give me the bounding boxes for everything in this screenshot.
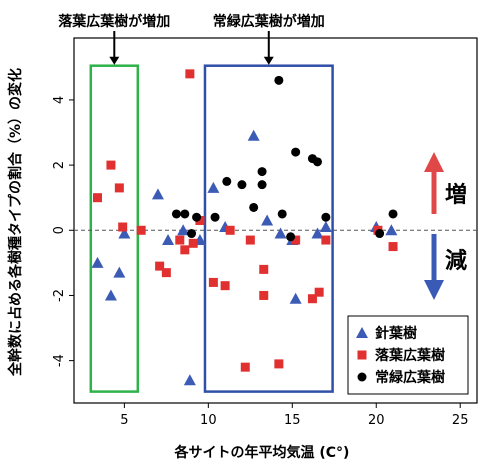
- conifer-point: [311, 227, 324, 239]
- evergreen-point: [249, 202, 259, 212]
- conifer-point: [104, 289, 117, 301]
- deciduous-point: [155, 261, 165, 271]
- evergreen-point: [171, 209, 181, 219]
- deciduous-point: [321, 235, 331, 245]
- deciduous-point: [195, 216, 205, 225]
- annotation-layer: 落葉広葉樹が増加 常緑広葉樹が増加: [58, 13, 334, 393]
- y-tick-label: -4: [52, 354, 67, 367]
- evergreen-point: [388, 209, 398, 219]
- conifer-point: [183, 374, 196, 386]
- y-tick-label: 0: [52, 226, 67, 234]
- evergreen-point: [321, 212, 331, 222]
- deciduous-point: [188, 238, 198, 248]
- conifer-point: [151, 188, 164, 200]
- y-tick-label: 2: [52, 161, 67, 169]
- increase-arrow-head: [424, 152, 444, 172]
- x-tick-label: 15: [284, 413, 301, 428]
- conifer-point: [177, 224, 190, 236]
- y-axis-label: 全幹数に占める各樹種タイプの割合（%）の変化: [7, 68, 24, 377]
- evergreen-point: [375, 229, 385, 239]
- y-tick-label: -2: [52, 289, 67, 302]
- deciduous-point: [274, 359, 284, 369]
- conifer-point: [274, 227, 287, 239]
- evergreen-point: [210, 212, 220, 222]
- deciduous-point: [259, 264, 269, 274]
- annotation-arrow-head: [109, 56, 120, 65]
- conifer-point: [247, 129, 260, 141]
- deciduous-point: [291, 235, 301, 245]
- x-axis-label: 各サイトの年平均気温 (C°): [174, 444, 350, 461]
- deciduous-point: [180, 245, 190, 255]
- evergreen-point: [180, 209, 190, 219]
- deciduous-point: [136, 225, 146, 235]
- deciduous-point: [175, 235, 185, 245]
- deciduous-point: [93, 193, 103, 203]
- evergreen-point: [237, 180, 247, 190]
- deciduous-point: [314, 287, 324, 297]
- evergreen-point: [312, 157, 322, 167]
- decrease-label: 減: [445, 249, 467, 274]
- deciduous-point: [208, 277, 218, 287]
- annotation-box: [203, 64, 334, 393]
- evergreen-point: [274, 75, 284, 85]
- legend-entry: 針葉樹: [375, 325, 417, 342]
- deciduous-point: [388, 242, 398, 252]
- deciduous-point: [118, 222, 128, 232]
- annotation-arrow-head: [263, 56, 274, 65]
- x-tick-label: 25: [452, 413, 469, 428]
- decrease-arrow-head: [424, 280, 444, 300]
- increase-label: 増: [445, 182, 467, 208]
- x-tick-label: 5: [120, 413, 128, 428]
- conifer-point: [319, 221, 332, 233]
- evergreen-point: [257, 167, 267, 177]
- conifer-point: [162, 234, 175, 246]
- legend-symbol: [357, 350, 367, 360]
- y-tick-label: 4: [52, 96, 67, 104]
- tick-labels: 5 10 15 20 25 -4 -2 0 2 4: [52, 96, 468, 428]
- data-points: [91, 69, 398, 386]
- deciduous-point: [245, 235, 255, 245]
- conifer-point: [289, 292, 302, 304]
- evergreen-point: [192, 212, 202, 222]
- deciduous-point: [106, 160, 116, 170]
- deciduous-point: [259, 290, 269, 300]
- evergreen-point: [291, 147, 301, 157]
- conifer-point: [385, 224, 398, 236]
- deciduous-point: [185, 69, 195, 79]
- legend-entry: 落葉広葉樹: [375, 347, 445, 364]
- evergreen-point: [286, 232, 296, 242]
- deciduous-point: [220, 281, 230, 291]
- deciduous-point: [161, 268, 171, 278]
- legend-box: [347, 315, 469, 395]
- plot-frame: [73, 37, 478, 404]
- evergreen-point: [187, 229, 197, 239]
- legend-symbol: [357, 372, 367, 382]
- evergreen-point: [277, 209, 287, 219]
- side-indicators: 増減: [424, 152, 467, 300]
- x-tick-label: 20: [368, 413, 385, 428]
- annotation-label: 常緑広葉樹が増加: [213, 13, 325, 30]
- annotation-label: 落葉広葉樹が増加: [58, 13, 170, 30]
- legend-entry: 常緑広葉樹: [375, 369, 445, 386]
- deciduous-point: [240, 362, 250, 372]
- conifer-point: [261, 214, 274, 226]
- evergreen-point: [222, 176, 232, 186]
- annotation-box: [89, 64, 140, 393]
- deciduous-point: [114, 183, 124, 193]
- deciduous-point: [307, 294, 317, 304]
- legend-symbol: [356, 327, 368, 338]
- x-tick-label: 10: [200, 413, 217, 428]
- axes: [69, 37, 478, 408]
- conifer-point: [113, 266, 126, 278]
- conifer-point: [207, 181, 220, 193]
- evergreen-point: [257, 180, 267, 190]
- deciduous-point: [225, 225, 235, 235]
- conifer-point: [118, 227, 131, 239]
- conifer-point: [91, 256, 104, 268]
